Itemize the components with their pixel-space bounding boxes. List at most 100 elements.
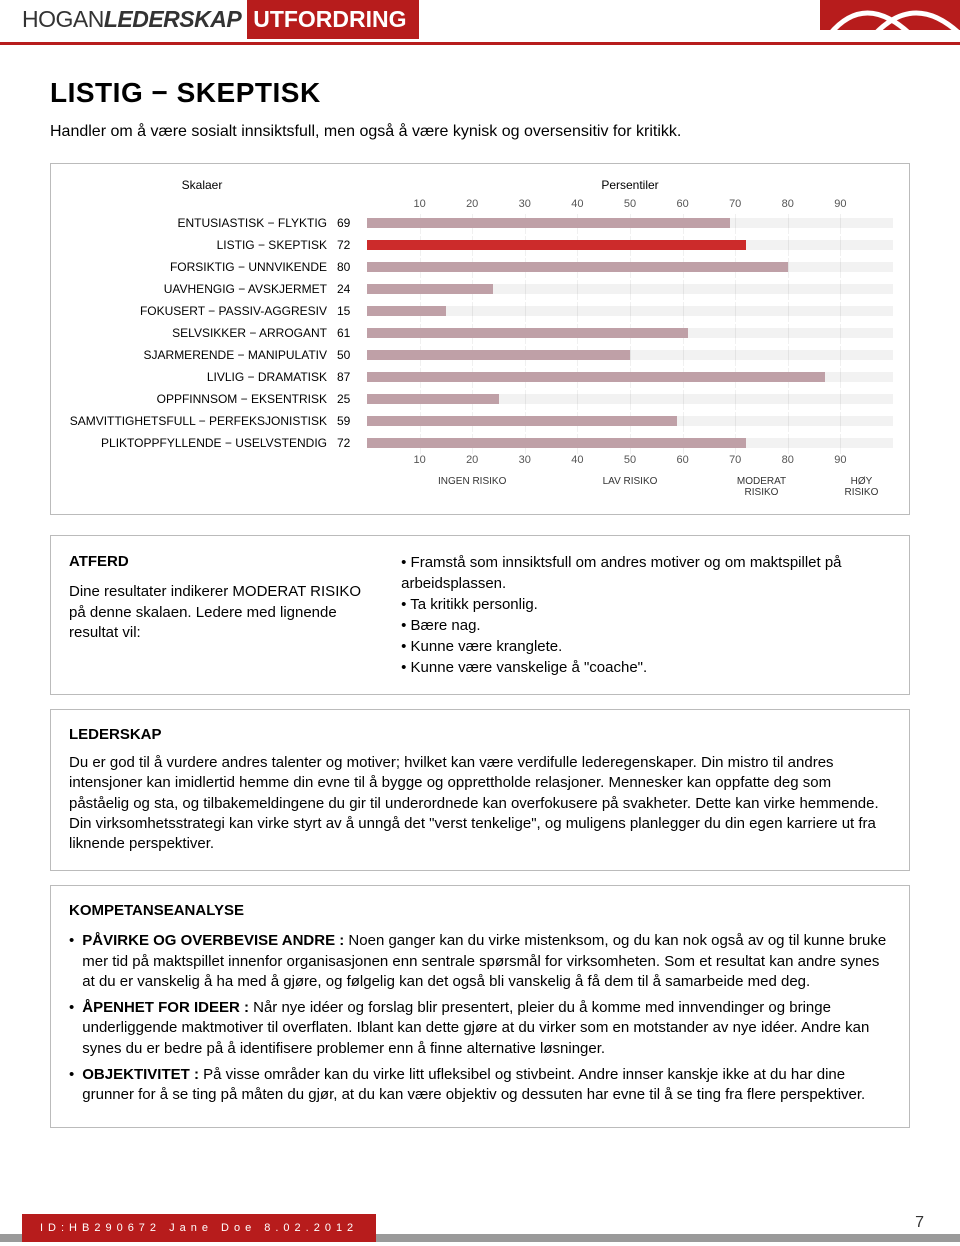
chart-bar-fill — [367, 328, 688, 338]
chart-bar-area — [367, 436, 893, 450]
komp-item: ÅPENHET FOR IDEER : Når nye idéer og for… — [69, 998, 891, 1059]
atferd-heading: ATFERD — [69, 552, 373, 572]
chart-tick: 20 — [466, 198, 478, 210]
chart-row: FOKUSERT − PASSIV-AGGRESIV15 — [67, 300, 893, 322]
chart-row-value: 50 — [337, 348, 367, 362]
page-title: LISTIG − SKEPTISK — [50, 77, 910, 109]
chart-row: UAVHENGIG − AVSKJERMET24 — [67, 278, 893, 300]
chart-tick: 10 — [413, 198, 425, 210]
page-number: 7 — [915, 1214, 924, 1232]
chart-rows: ENTUSIASTISK − FLYKTIG69LISTIG − SKEPTIS… — [67, 212, 893, 454]
chart-tick: 80 — [782, 454, 794, 466]
chart-row-label: FOKUSERT − PASSIV-AGGRESIV — [67, 304, 337, 318]
chart-tick: 50 — [624, 454, 636, 466]
chart-row-value: 87 — [337, 370, 367, 384]
brand-tag: UTFORDRING — [247, 0, 418, 39]
chart-row: OPPFINNSOM − EKSENTRISK25 — [67, 388, 893, 410]
chart-row-label: LISTIG − SKEPTISK — [67, 238, 337, 252]
chart-bar-area — [367, 348, 893, 362]
chart-row-value: 69 — [337, 216, 367, 230]
chart-tick: 70 — [729, 198, 741, 210]
chart-bar-fill — [367, 306, 446, 316]
lederskap-heading: LEDERSKAP — [69, 726, 891, 743]
chart-row: ENTUSIASTISK − FLYKTIG69 — [67, 212, 893, 234]
atferd-box: ATFERD Dine resultater indikerer MODERAT… — [50, 535, 910, 695]
chart-tick: 60 — [676, 454, 688, 466]
komp-item-title: OBJEKTIVITET : — [82, 1066, 203, 1083]
chart-row-value: 61 — [337, 326, 367, 340]
chart-bar-area — [367, 282, 893, 296]
chart-bar-area — [367, 238, 893, 252]
chart-row-label: SAMVITTIGHETSFULL − PERFEKSJONISTISK — [67, 414, 337, 428]
bullet-item: Kunne være kranglete. — [401, 636, 891, 657]
chart-bar-fill — [367, 438, 746, 448]
komp-heading: KOMPETANSEANALYSE — [69, 902, 891, 919]
chart-row: SELVSIKKER − ARROGANT61 — [67, 322, 893, 344]
brand-bold: LEDERSKAP — [104, 6, 241, 32]
komp-item-title: PÅVIRKE OG OVERBEVISE ANDRE : — [82, 932, 348, 949]
atferd-intro: Dine resultater indikerer MODERAT RISIKO… — [69, 582, 373, 643]
chart-tick: 10 — [413, 454, 425, 466]
komp-item: OBJEKTIVITET : På visse områder kan du v… — [69, 1065, 891, 1106]
chart-row-value: 72 — [337, 436, 367, 450]
chart-row-value: 25 — [337, 392, 367, 406]
chart-row: LISTIG − SKEPTISK72 — [67, 234, 893, 256]
chart-bar-fill — [367, 394, 499, 404]
chart-container: Skalaer Persentiler 10 20 30 40 50 60 70 80 90 E… — [50, 163, 910, 515]
chart-row: SJARMERENDE − MANIPULATIV50 — [67, 344, 893, 366]
chart-header: Skalaer Persentiler — [67, 178, 893, 192]
chart-row-value: 59 — [337, 414, 367, 428]
chart-row-value: 15 — [337, 304, 367, 318]
chart-bar-fill — [367, 350, 630, 360]
footer-id: ID:HB290672 Jane Doe 8.02.2012 — [22, 1214, 376, 1242]
chart-tick: 80 — [782, 198, 794, 210]
chart-row: FORSIKTIG − UNNVIKENDE80 — [67, 256, 893, 278]
chart-tick: 30 — [519, 454, 531, 466]
chart-bar-area — [367, 260, 893, 274]
chart-bar-fill — [367, 240, 746, 250]
chart-tick: 40 — [571, 454, 583, 466]
komp-items: PÅVIRKE OG OVERBEVISE ANDRE : Noen gange… — [69, 931, 891, 1105]
chart-row-label: PLIKTOPPFYLLENDE − USELVSTENDIG — [67, 436, 337, 450]
chart-row: LIVLIG − DRAMATISK87 — [67, 366, 893, 388]
chart-tick: 30 — [519, 198, 531, 210]
chart-row-label: LIVLIG − DRAMATISK — [67, 370, 337, 384]
chart-row: SAMVITTIGHETSFULL − PERFEKSJONISTISK59 — [67, 410, 893, 432]
legend-item: MODERATRISIKO — [737, 476, 786, 498]
chart-header-right: Persentiler — [367, 178, 893, 192]
chart-tick: 50 — [624, 198, 636, 210]
lederskap-box: LEDERSKAP Du er god til å vurdere andres… — [50, 709, 910, 871]
chart-row-label: UAVHENGIG − AVSKJERMET — [67, 282, 337, 296]
chart-legend: INGEN RISIKOLAV RISIKOMODERATRISIKOHØYRI… — [67, 476, 893, 504]
chart-bar-area — [367, 304, 893, 318]
chart-bar-area — [367, 414, 893, 428]
chart-row-label: OPPFINNSOM − EKSENTRISK — [67, 392, 337, 406]
chart-row-label: FORSIKTIG − UNNVIKENDE — [67, 260, 337, 274]
legend-item: HØYRISIKO — [844, 476, 878, 498]
bullet-item: Ta kritikk personlig. — [401, 594, 891, 615]
atferd-bullets: Framstå som innsiktsfull om andres motiv… — [401, 552, 891, 678]
header-logo-arcs — [820, 0, 960, 36]
chart-row-value: 80 — [337, 260, 367, 274]
chart-bar-fill — [367, 372, 825, 382]
chart-row-label: SELVSIKKER − ARROGANT — [67, 326, 337, 340]
komp-item: PÅVIRKE OG OVERBEVISE ANDRE : Noen gange… — [69, 931, 891, 992]
page-subtitle: Handler om å være sosialt innsiktsfull, … — [50, 123, 910, 141]
bullet-item: Bære nag. — [401, 615, 891, 636]
lederskap-body: Du er god til å vurdere andres talenter … — [69, 753, 891, 854]
chart-tick: 60 — [676, 198, 688, 210]
header-bar: HOGANLEDERSKAP UTFORDRING — [0, 0, 960, 42]
bullet-item: Framstå som innsiktsfull om andres motiv… — [401, 552, 891, 594]
chart-tick: 20 — [466, 454, 478, 466]
chart-bar-fill — [367, 218, 730, 228]
chart-bar-fill — [367, 284, 493, 294]
bullet-item: Kunne være vanskelige å "coache". — [401, 657, 891, 678]
brand: HOGANLEDERSKAP — [0, 0, 247, 39]
chart-tick: 90 — [834, 454, 846, 466]
chart-row-label: SJARMERENDE − MANIPULATIV — [67, 348, 337, 362]
komp-item-title: ÅPENHET FOR IDEER : — [82, 999, 253, 1016]
chart-bar-fill — [367, 262, 788, 272]
chart-tick: 70 — [729, 454, 741, 466]
brand-prefix: HOGAN — [22, 6, 104, 32]
chart-bar-area — [367, 216, 893, 230]
